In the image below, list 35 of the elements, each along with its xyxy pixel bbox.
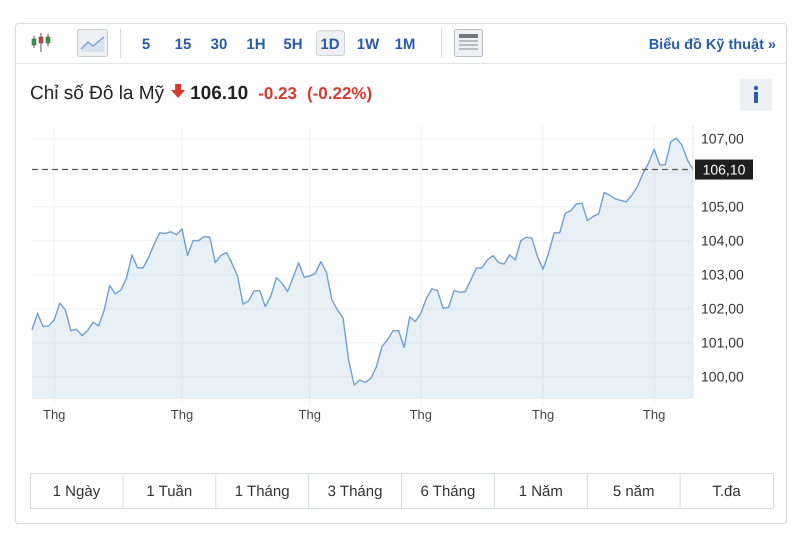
text: 6 Tháng: [420, 483, 476, 500]
text: 3 Tháng: [328, 483, 382, 500]
text: 1 Tháng: [234, 483, 290, 500]
text: 5: [142, 36, 150, 53]
text: 1 Ngày: [52, 483, 101, 500]
x-tick-label: Thg: [410, 407, 432, 422]
text: 1W: [356, 36, 380, 53]
x-tick-label: Thg: [642, 407, 666, 422]
chart-title: Chỉ số Đô la Mỹ: [30, 83, 165, 104]
text: Biểu đồ Kỹ thuật »: [648, 37, 776, 53]
ref-line-label: 106,10: [702, 162, 746, 178]
text: 1M: [394, 36, 416, 53]
y-tick-label: 105,00: [701, 198, 744, 214]
text: 1 Năm: [518, 483, 563, 500]
text: 1 Tuần: [146, 483, 192, 500]
x-tick-label: Thg: [43, 407, 66, 422]
text: -0.23: [258, 84, 297, 103]
x-tick-label: Thg: [298, 407, 321, 422]
x-tick-label: Thg: [170, 407, 194, 422]
text: (-0.22%): [306, 84, 372, 103]
y-tick-label: 103,00: [701, 266, 744, 282]
text: 1D: [320, 36, 340, 53]
x-tick-label: Thg: [532, 407, 554, 422]
y-tick-label: 102,00: [701, 300, 744, 316]
text: 15: [174, 36, 192, 53]
text: 5H: [283, 36, 303, 53]
text: 1H: [246, 36, 266, 53]
y-tick-label: 101,00: [701, 334, 744, 350]
text: 30: [210, 36, 228, 53]
text: 106.10: [190, 83, 248, 104]
text: T.đa: [712, 483, 742, 500]
y-tick-label: 104,00: [701, 232, 744, 248]
y-tick-label: 100,00: [701, 368, 744, 384]
text: 5 năm: [612, 483, 655, 500]
y-tick-label: 107,00: [701, 130, 744, 146]
